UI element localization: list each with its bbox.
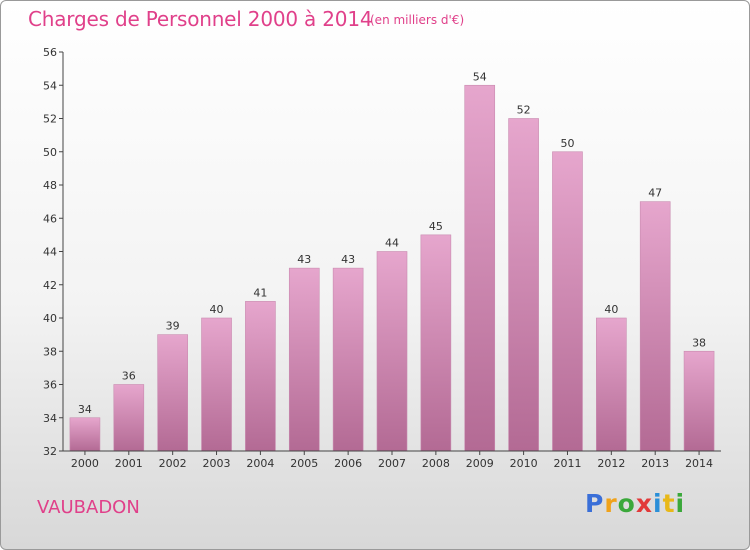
bars: 34 36 39 40 41 43 43 44 45 54 52 50 40 47 38 [69,70,715,452]
y-tick-label: 38 [43,345,57,358]
y-tick-label: 44 [43,246,57,259]
bar-value-label: 39 [166,320,180,333]
x-tick-label: 2009 [466,457,494,470]
bar-value-label: 50 [560,137,574,150]
bar-value-label: 34 [78,403,92,416]
bar [69,417,101,452]
x-tick-label: 2010 [510,457,538,470]
bar-value-label: 40 [604,303,618,316]
proxiti-logo[interactable]: Proxiti [585,489,685,518]
x-tick-label: 2001 [115,457,143,470]
x-tick-label: 2011 [553,457,581,470]
bar-value-label: 54 [473,70,487,83]
x-tick-label: 2007 [378,457,406,470]
x-tick-label: 2013 [641,457,669,470]
y-tick-label: 32 [43,445,57,458]
town-name: VAUBADON [37,497,140,518]
logo-letter: o [617,489,636,518]
bar-value-label: 52 [517,104,531,117]
bar [245,301,276,452]
y-tick-label: 42 [43,279,57,292]
y-tick-label: 54 [43,79,57,92]
y-tick-label: 50 [43,146,57,159]
logo-letter: x [635,489,653,518]
x-tick-label: 2000 [71,457,99,470]
bar [332,267,364,452]
bar [508,118,539,452]
x-tick-label: 2008 [422,457,450,470]
y-axis: 32 34 36 38 40 42 44 46 48 50 52 54 56 [43,46,64,458]
x-tick-label: 2003 [203,457,231,470]
bar [201,317,232,452]
x-tick-label: 2005 [290,457,318,470]
bar-value-label: 36 [122,370,136,383]
bar [157,334,188,452]
bar [464,84,496,452]
bar-value-label: 38 [692,336,706,349]
bar [376,251,408,452]
bar [683,350,715,452]
bar [113,384,145,452]
y-tick-label: 34 [43,412,57,425]
bar-value-label: 40 [210,303,224,316]
bar-value-label: 47 [648,187,662,200]
bar [552,151,583,452]
logo-letter: i [675,489,686,518]
bar [288,267,320,452]
bar [639,201,671,452]
y-tick-label: 48 [43,179,57,192]
x-tick-label: 2006 [334,457,362,470]
x-axis: 2000 2001 2002 2003 2004 2005 2006 2007 2008 2009… [63,450,721,470]
y-tick-label: 56 [43,46,57,59]
bar-value-label: 41 [253,286,267,299]
x-tick-label: 2014 [685,457,713,470]
y-tick-label: 40 [43,312,57,325]
bar-value-label: 43 [297,253,311,266]
bar-value-label: 43 [341,253,355,266]
logo-letter: r [604,489,618,518]
chart-subtitle: (en milliers d'€) [370,13,465,27]
bar [596,317,627,452]
y-tick-label: 46 [43,212,57,225]
y-tick-label: 52 [43,113,57,126]
logo-letter: i [653,489,663,518]
x-tick-label: 2012 [597,457,625,470]
x-tick-label: 2004 [246,457,274,470]
bar-value-label: 44 [385,237,399,250]
chart-title: Charges de Personnel 2000 à 2014 [28,7,373,31]
logo-letter: P [585,489,605,518]
logo-letter: t [662,489,676,518]
x-tick-label: 2002 [159,457,187,470]
bar [420,234,452,452]
bar-value-label: 45 [429,220,443,233]
y-tick-label: 36 [43,379,57,392]
